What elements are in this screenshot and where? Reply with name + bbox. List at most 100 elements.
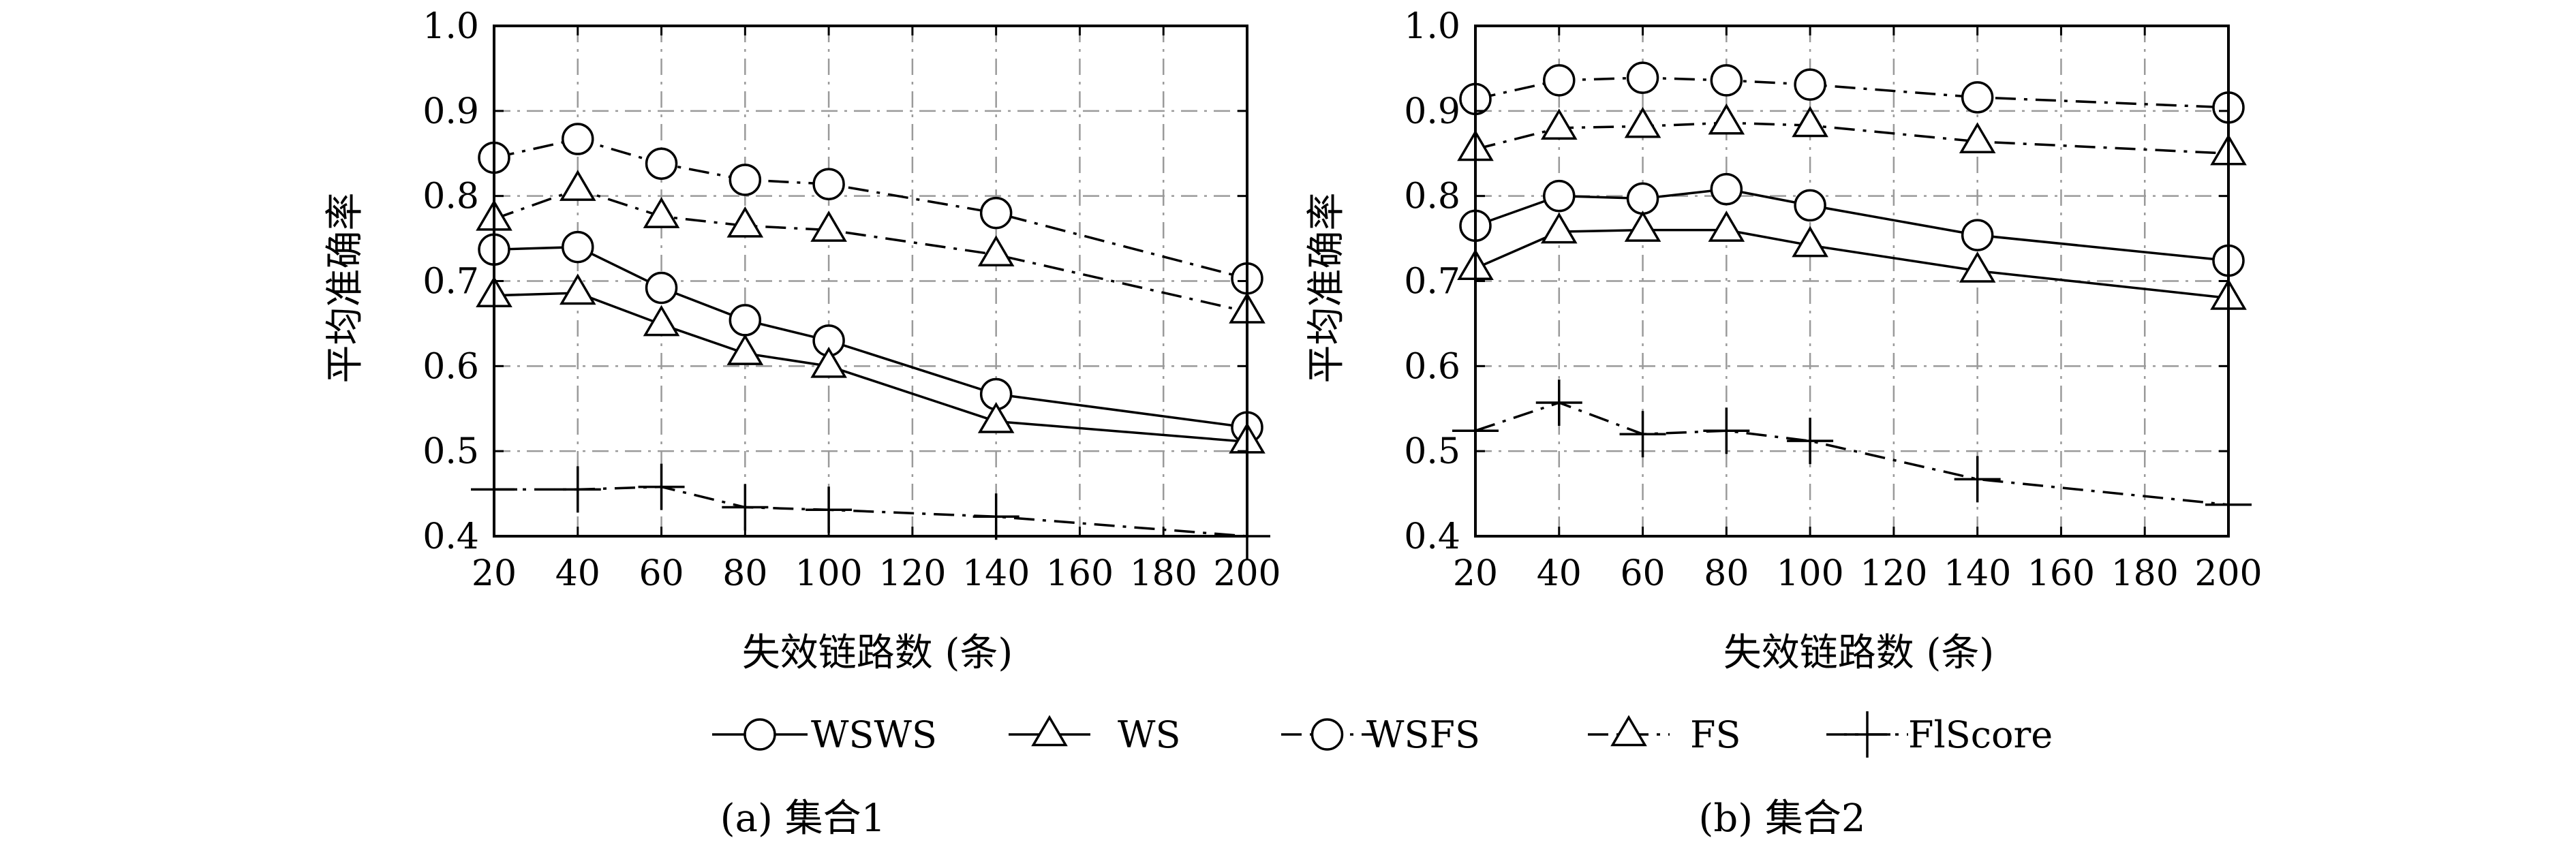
legend-item-flscore: FlScore — [1826, 711, 2053, 758]
chart-panel-a: 20 40 60 80 100 120 140 160 180 200 0.4 0.5 0.6 0.7 0.… — [323, 6, 1281, 841]
series-flscore — [1452, 379, 2252, 528]
series-line-fs — [493, 187, 1248, 313]
data-point-flscore — [1619, 411, 1666, 458]
y-axis-title: 平均准确率 — [323, 193, 367, 384]
data-point-fs — [643, 197, 680, 228]
data-point-ws — [643, 305, 680, 337]
y-tick-label: 0.7 — [1404, 262, 1460, 303]
x-tick-label: 180 — [2111, 553, 2179, 594]
y-tick-label: 0.5 — [423, 431, 479, 472]
y-tick-label: 0.7 — [423, 262, 479, 303]
series-line-flscore — [1475, 401, 2229, 506]
series-line-wsws — [1475, 187, 2229, 262]
legend-label: WS — [1118, 713, 1181, 756]
x-tick-label: 80 — [1704, 553, 1749, 594]
chart-panel-b: 20 40 60 80 100 120 140 160 180 200 0.4 0.5 0.6 0.7 0.… — [1304, 6, 2263, 841]
legend-marker-circle — [743, 718, 776, 751]
y-tick-label: 1.0 — [423, 6, 479, 47]
data-point-wsws — [1794, 189, 1826, 222]
x-tick-label: 80 — [722, 553, 767, 594]
panel-caption: (b) 集合2 — [1699, 796, 1866, 841]
data-point-flscore — [1703, 407, 1750, 454]
data-point-flscore — [638, 463, 685, 510]
data-point-fs — [1624, 106, 1661, 138]
data-point-flscore — [1787, 418, 1834, 465]
legend-marker-triangle — [1031, 715, 1068, 747]
series-fs — [476, 170, 1266, 324]
data-point-wsfs — [1543, 64, 1576, 97]
grid — [1475, 26, 2228, 536]
data-point-ws — [1792, 226, 1828, 258]
data-point-wsws — [1710, 172, 1743, 206]
data-point-ws — [1708, 211, 1745, 242]
x-tick-label: 60 — [639, 553, 684, 594]
legend-item-fs: FS — [1588, 713, 1741, 756]
data-point-wsws — [562, 230, 594, 264]
data-point-wsws — [645, 271, 678, 305]
series-fs — [1457, 103, 2247, 166]
data-point-fs — [1792, 106, 1828, 138]
data-point-wsfs — [645, 147, 678, 180]
x-tick-label: 100 — [1776, 553, 1843, 594]
x-tick-label: 180 — [1130, 553, 1197, 594]
legend: WSWS WS WSFS FS FlScore — [712, 711, 2053, 758]
x-tick-label: 140 — [962, 553, 1030, 594]
x-tick-label: 20 — [472, 553, 517, 594]
x-tick-label: 160 — [2027, 553, 2095, 594]
x-tick-label: 200 — [1213, 553, 1281, 594]
y-tick-label: 0.9 — [1404, 91, 1460, 132]
series-ws — [476, 273, 1266, 454]
series-flscore — [471, 463, 1270, 559]
x-tick-label: 20 — [1453, 553, 1498, 594]
legend-item-wsws: WSWS — [712, 713, 937, 756]
legend-marker-circle — [1310, 718, 1344, 751]
data-point-ws — [559, 273, 596, 305]
x-tick-label: 60 — [1620, 553, 1665, 594]
data-point-wsfs — [812, 168, 845, 200]
x-tick-label: 40 — [555, 553, 600, 594]
y-tick-label: 0.6 — [423, 346, 479, 387]
legend-item-wsfs: WSFS — [1281, 713, 1480, 756]
legend-label: WSFS — [1366, 713, 1480, 756]
legend-label: WSWS — [811, 713, 937, 756]
data-point-ws — [1959, 251, 1996, 283]
series-line-fs — [1475, 121, 2229, 155]
data-point-wsfs — [979, 196, 1013, 230]
x-tick-label: 120 — [878, 553, 946, 594]
data-point-flscore — [722, 484, 769, 531]
data-point-wsfs — [1626, 61, 1659, 94]
data-point-fs — [559, 170, 596, 201]
data-point-flscore — [1954, 456, 2001, 503]
y-tick-label: 0.6 — [1404, 346, 1460, 387]
data-point-ws — [726, 334, 764, 365]
x-tick-label: 120 — [1860, 553, 1927, 594]
legend-marker-triangle — [1610, 715, 1647, 747]
series-line-wsfs — [1475, 76, 2229, 109]
data-point-flscore — [554, 466, 601, 513]
x-tick-label: 140 — [1944, 553, 2011, 594]
data-point-fs — [1540, 108, 1578, 140]
data-point-ws — [977, 402, 1015, 433]
y-tick-label: 0.4 — [423, 516, 479, 557]
y-tick-label: 0.4 — [1404, 516, 1460, 557]
y-tick-label: 0.5 — [1404, 431, 1460, 472]
data-point-fs — [810, 211, 847, 242]
series-line-wsfs — [493, 138, 1248, 280]
data-point-ws — [1540, 212, 1578, 244]
data-point-fs — [1708, 103, 1745, 135]
grid — [494, 26, 1247, 536]
series-line-ws — [493, 292, 1248, 444]
data-point-wsfs — [562, 123, 594, 155]
legend-label: FS — [1690, 713, 1741, 756]
data-point-fs — [1959, 122, 1996, 154]
data-point-flscore — [1535, 379, 1582, 427]
y-tick-label: 0.8 — [423, 176, 479, 217]
data-point-fs — [977, 235, 1015, 267]
y-tick-label: 0.9 — [423, 91, 479, 132]
x-tick-label: 160 — [1046, 553, 1114, 594]
series-wsfs — [478, 123, 1263, 295]
data-point-ws — [1624, 211, 1661, 242]
data-point-wsfs — [1794, 68, 1826, 101]
x-tick-label: 40 — [1537, 553, 1582, 594]
series-line-ws — [1475, 228, 2229, 300]
